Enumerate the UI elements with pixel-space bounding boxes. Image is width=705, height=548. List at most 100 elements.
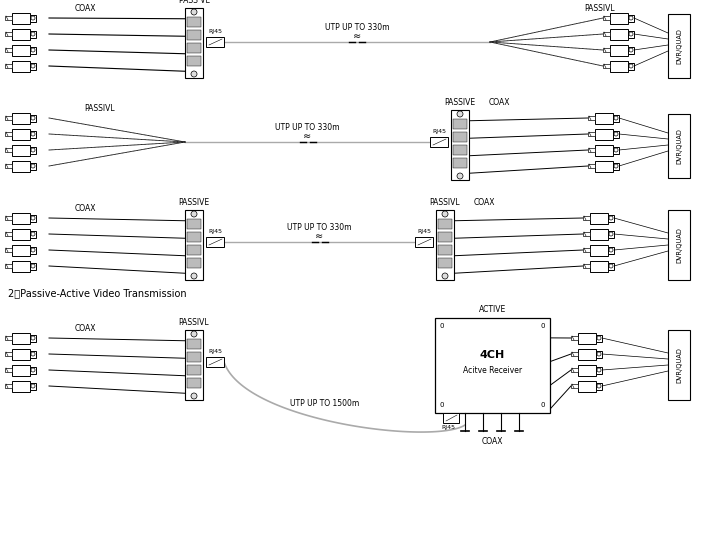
Bar (187, 365, 201, 375)
Text: COAX: COAX (473, 198, 495, 207)
Bar (443, 413, 459, 423)
Bar (5, 148, 12, 152)
Bar (12, 128, 30, 140)
Bar (628, 14, 634, 21)
Text: UTP UP TO 330m: UTP UP TO 330m (325, 23, 389, 32)
Bar (608, 231, 614, 237)
Bar (578, 364, 596, 375)
Bar (595, 161, 613, 172)
Bar (5, 248, 12, 252)
Text: COAX: COAX (482, 437, 503, 446)
Bar (187, 30, 201, 41)
Bar (30, 383, 36, 390)
Bar (187, 258, 201, 269)
Bar (436, 210, 454, 280)
Text: RJ45: RJ45 (417, 229, 431, 234)
Text: PASSIVE: PASSIVE (444, 98, 476, 107)
Bar (438, 258, 452, 269)
Bar (5, 352, 12, 356)
Bar (603, 32, 610, 36)
Bar (613, 115, 619, 122)
Text: COAX: COAX (74, 4, 96, 13)
Bar (187, 232, 201, 242)
Bar (12, 161, 30, 172)
Bar (595, 112, 613, 123)
Bar (12, 244, 30, 255)
Bar (12, 112, 30, 123)
Bar (583, 232, 590, 236)
Text: COAX: COAX (74, 204, 96, 213)
Bar (571, 368, 578, 372)
Circle shape (442, 211, 448, 217)
Bar (610, 60, 628, 71)
Bar (5, 264, 12, 268)
Bar (578, 333, 596, 344)
Text: COAX: COAX (489, 98, 510, 107)
Text: DVR/QUAD: DVR/QUAD (676, 128, 682, 164)
Bar (590, 229, 608, 239)
Bar (30, 262, 36, 270)
Bar (578, 349, 596, 359)
Bar (628, 47, 634, 54)
Bar (30, 47, 36, 54)
Bar (30, 14, 36, 21)
Bar (5, 216, 12, 220)
Bar (12, 260, 30, 271)
Bar (187, 352, 201, 362)
Bar (12, 13, 30, 24)
Bar (596, 367, 602, 374)
Bar (430, 137, 448, 147)
Bar (588, 132, 595, 136)
Bar (12, 44, 30, 55)
Bar (30, 163, 36, 169)
Bar (12, 145, 30, 156)
Bar (571, 336, 578, 340)
Bar (610, 28, 628, 39)
Bar (5, 232, 12, 236)
Bar (668, 114, 690, 178)
Bar (30, 115, 36, 122)
Bar (453, 132, 467, 142)
Bar (438, 232, 452, 242)
Text: RJ45: RJ45 (441, 425, 455, 430)
Bar (435, 318, 550, 413)
Text: PASSIVL: PASSIVL (584, 4, 615, 13)
Bar (187, 219, 201, 230)
Bar (185, 8, 203, 78)
Bar (5, 116, 12, 120)
Bar (30, 334, 36, 341)
Text: DVR/QUAD: DVR/QUAD (676, 227, 682, 263)
Bar (187, 339, 201, 350)
Text: PASSIVE: PASSIVE (178, 198, 209, 207)
Text: ACTIVE: ACTIVE (479, 305, 506, 314)
Bar (206, 237, 224, 247)
Bar (668, 210, 690, 280)
Text: 0: 0 (440, 323, 444, 329)
Bar (628, 62, 634, 70)
Text: PASS VL: PASS VL (178, 0, 209, 5)
Bar (610, 44, 628, 55)
Bar (5, 164, 12, 168)
Bar (590, 260, 608, 271)
Bar (30, 146, 36, 153)
Circle shape (191, 211, 197, 217)
Bar (613, 146, 619, 153)
Bar (590, 244, 608, 255)
Bar (613, 163, 619, 169)
Bar (453, 158, 467, 168)
Text: 0: 0 (541, 402, 545, 408)
Text: PASSIVL: PASSIVL (85, 104, 116, 113)
Circle shape (457, 111, 463, 117)
Bar (451, 110, 469, 180)
Bar (187, 17, 201, 27)
Bar (453, 119, 467, 129)
Bar (438, 245, 452, 255)
Bar (5, 336, 12, 340)
Bar (5, 32, 12, 36)
Bar (12, 28, 30, 39)
Bar (12, 349, 30, 359)
Text: UTP UP TO 330m: UTP UP TO 330m (287, 223, 352, 232)
Bar (12, 229, 30, 239)
Bar (5, 368, 12, 372)
Bar (30, 214, 36, 221)
